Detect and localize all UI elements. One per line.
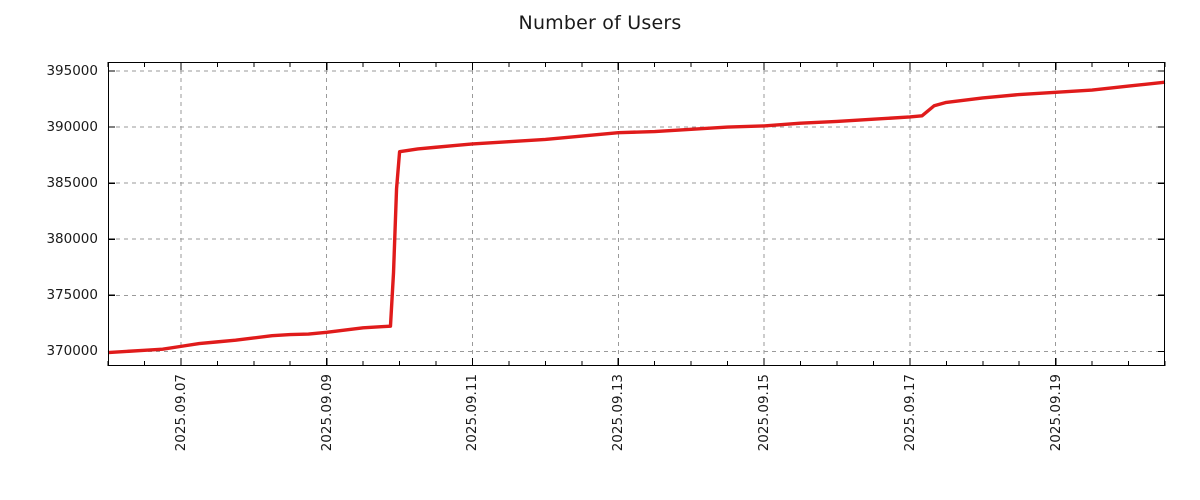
- x-axis-tick-label: 2025.09.13: [610, 374, 627, 452]
- x-axis-tick-label: 2025.09.17: [901, 374, 918, 452]
- x-axis-tick-label: 2025.09.19: [1047, 374, 1064, 452]
- vertical-gridlines: [180, 62, 1057, 366]
- data-series-line: [107, 80, 1166, 355]
- y-axis-tick-label: 390000: [46, 119, 98, 136]
- y-axis-tick-label: 380000: [46, 231, 98, 248]
- plot-area: [107, 62, 1166, 366]
- y-axis-tick-label: 395000: [46, 62, 98, 79]
- x-axis-tick-label: 2025.09.15: [756, 374, 773, 452]
- chart-svg-layer: [107, 62, 1166, 366]
- horizontal-gridlines: [108, 70, 1165, 352]
- x-axis-tick-label: 2025.09.11: [464, 374, 481, 452]
- x-axis-tick-label: 2025.09.07: [172, 374, 189, 452]
- chart-title: Number of Users: [518, 12, 682, 34]
- y-axis-tick-label: 375000: [46, 287, 98, 304]
- y-axis-tick-label: 370000: [46, 343, 98, 360]
- axis-ticks: [107, 62, 1166, 366]
- x-axis-tick-label: 2025.09.09: [318, 374, 335, 452]
- y-axis-tick-label: 385000: [46, 175, 98, 192]
